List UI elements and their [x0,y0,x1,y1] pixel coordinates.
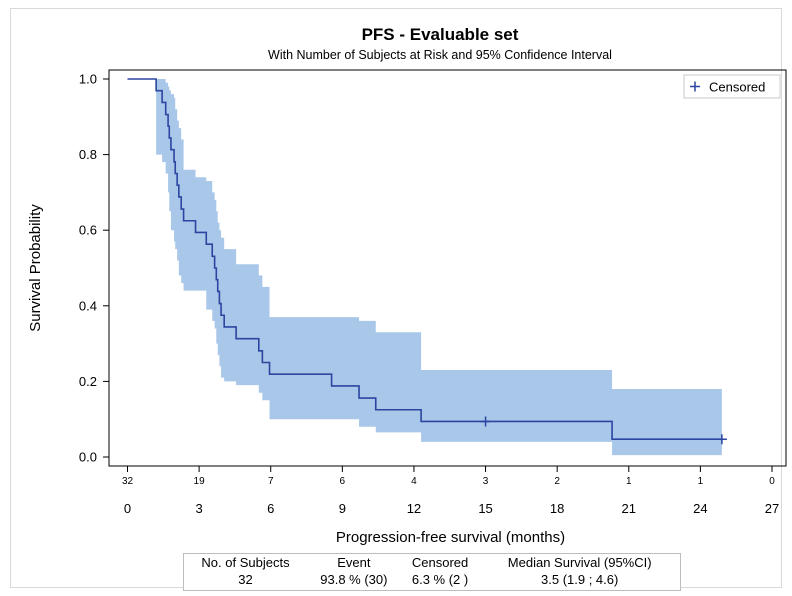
header-median-survival: Median Survival (95%CI) [507,555,652,570]
legend: Censored [683,74,781,99]
at-risk-count: 1 [698,476,704,487]
censored-marker [716,434,727,445]
value-event: 93.8 % (30) [320,572,388,587]
x-tick-label: 0 [124,501,131,516]
confidence-band [127,79,722,456]
value-median-survival: 3.5 (1.9 ; 4.6) [541,572,619,587]
censored-marker-icon [690,81,700,92]
y-tick-label: 0.4 [79,298,97,313]
at-risk-count: 3 [483,476,489,487]
x-tick-label: 3 [195,501,202,516]
plot-area [108,69,787,467]
y-tick-label: 0.2 [79,374,97,389]
x-tick-label: 18 [550,501,564,516]
y-tick-label: 0.8 [79,147,97,162]
at-risk-count: 32 [122,476,134,487]
y-tick-label: 0.0 [79,450,97,465]
y-tick-label: 1.0 [79,72,97,87]
at-risk-count: 19 [194,476,206,487]
x-tick-label: 6 [267,501,274,516]
header-no-of-subjects: No. of Subjects [201,555,290,570]
chart-subtitle: With Number of Subjects at Risk and 95% … [268,48,612,62]
censored-marker [480,416,491,427]
at-risk-count: 7 [268,476,274,487]
x-tick-label: 21 [622,501,636,516]
at-risk-count: 2 [554,476,560,487]
x-tick-label: 9 [339,501,346,516]
at-risk-count: 6 [340,476,346,487]
chart-title: PFS - Evaluable set [362,25,519,44]
legend-box [683,74,781,99]
header-event: Event [337,555,371,570]
summary-header-row: No. of Subjects Event Censored Median Su… [184,554,680,571]
y-axis-label: Survival Probability [27,204,44,332]
value-no-of-subjects: 32 [238,572,253,587]
value-censored: 6.3 % (2 ) [411,572,469,587]
at-risk-count: 4 [411,476,417,487]
y-tick-label: 0.6 [79,223,97,238]
x-tick-label: 15 [478,501,492,516]
x-tick-label: 27 [765,501,779,516]
survival-curve [127,78,722,441]
at-risk-count: 0 [769,476,775,487]
x-tick-label: 24 [693,501,707,516]
summary-value-row: 32 93.8 % (30) 6.3 % (2 ) 3.5 (1.9 ; 4.6… [184,571,680,588]
at-risk-count: 1 [626,476,632,487]
header-censored: Censored [411,555,469,570]
legend-label-censored: Censored [709,80,765,95]
summary-table: No. of Subjects Event Censored Median Su… [183,553,681,591]
x-tick-label: 12 [407,501,421,516]
x-axis-label: Progression-free survival (months) [336,529,565,546]
